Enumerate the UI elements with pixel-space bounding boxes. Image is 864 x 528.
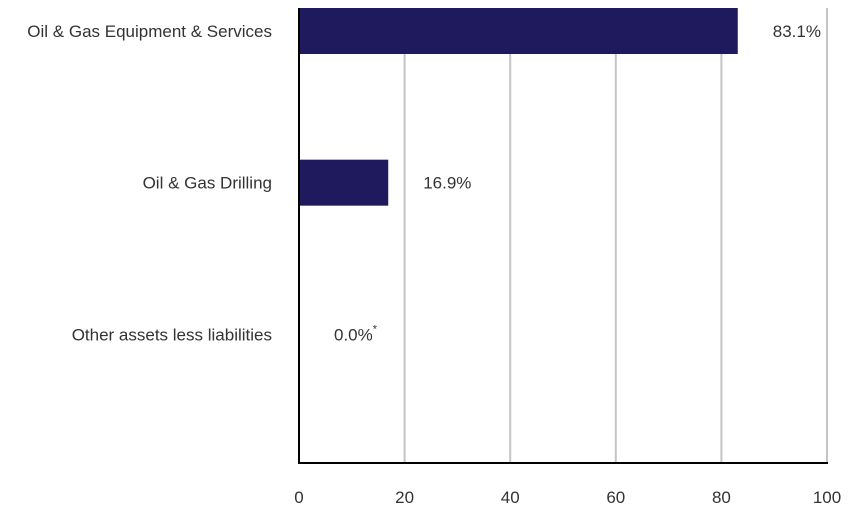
value-labels: 83.1% 16.9% 0.0%* [334,22,821,344]
x-tick-label-40: 40 [501,488,520,507]
value-label-1: 16.9% [423,174,471,193]
x-tick-label-0: 0 [294,488,303,507]
footnote-marker: * [373,323,378,335]
x-tick-label-60: 60 [606,488,625,507]
bar-1 [299,159,389,206]
x-tick-label-100: 100 [813,488,841,507]
value-label-2: 0.0%* [334,323,378,344]
gridlines [403,8,828,463]
category-label-0: Oil & Gas Equipment & Services [27,22,272,41]
category-labels: Oil & Gas Equipment & Services Oil & Gas … [27,22,272,344]
bar-0 [299,8,738,54]
x-tick-labels: 0 20 40 60 80 100 [294,488,841,507]
value-label-0: 83.1% [773,22,821,41]
category-label-2: Other assets less liabilities [72,325,272,344]
x-tick-label-80: 80 [712,488,731,507]
axes [298,8,828,464]
category-label-1: Oil & Gas Drilling [143,174,272,193]
x-tick-label-20: 20 [395,488,414,507]
bars [299,8,738,206]
